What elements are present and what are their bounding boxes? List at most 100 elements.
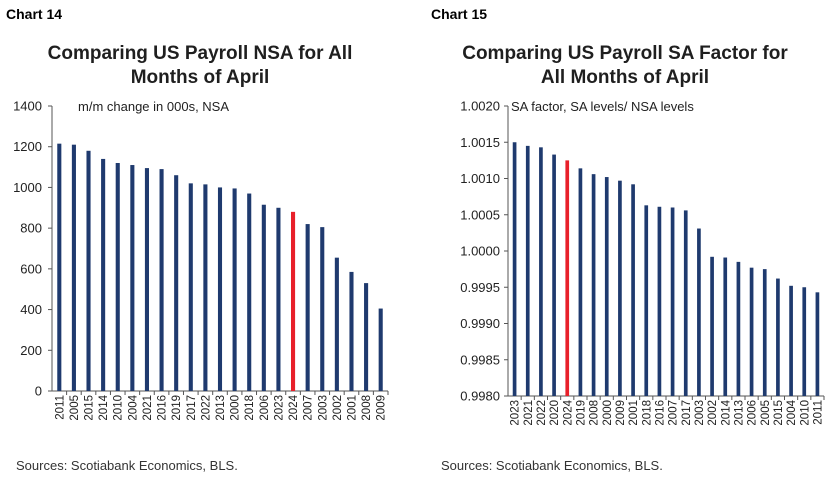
bar-2022 <box>539 147 543 396</box>
bar-2019 <box>174 175 179 391</box>
x-tick-label: 2023 <box>273 395 285 421</box>
x-tick-label: 2015 <box>773 400 785 426</box>
x-tick-label: 2016 <box>654 400 666 426</box>
x-tick-label: 2022 <box>536 400 548 426</box>
y-tick-label: 0 <box>35 384 42 399</box>
x-tick-label: 2007 <box>303 395 315 421</box>
bar-2002 <box>334 257 339 391</box>
x-tick-label: 2021 <box>142 395 154 421</box>
x-tick-label: 2018 <box>641 400 653 426</box>
bar-2017 <box>188 183 193 391</box>
x-tick-label: 2007 <box>668 400 680 426</box>
x-tick-label: 2005 <box>760 400 772 426</box>
x-tick-label: 2019 <box>171 395 183 421</box>
bar-2020 <box>552 154 556 396</box>
y-tick-label: 1.0010 <box>460 171 500 186</box>
bar-2006 <box>261 204 266 391</box>
x-tick-label: 2010 <box>113 395 125 421</box>
chart-title: Comparing US Payroll SA Factor for All M… <box>425 42 825 90</box>
chart-title-line-1: Comparing US Payroll SA Factor for <box>462 43 788 64</box>
x-tick-label: 2002 <box>332 395 344 421</box>
source-note: Sources: Scotiabank Economics, BLS. <box>441 458 663 473</box>
x-tick-label: 2019 <box>575 400 587 426</box>
y-tick-label: 1.0005 <box>460 207 500 222</box>
x-tick-label: 2002 <box>707 400 719 426</box>
x-tick-label: 2020 <box>549 400 561 426</box>
x-tick-label: 2003 <box>694 400 706 426</box>
x-tick-label: 2022 <box>200 395 212 421</box>
x-tick-label: 2009 <box>615 400 627 426</box>
x-tick-label: 2006 <box>259 395 271 421</box>
bar-2003 <box>320 227 325 391</box>
x-tick-label: 2008 <box>589 400 601 426</box>
bar-2010 <box>115 163 120 391</box>
y-tick-label: 1400 <box>13 99 42 114</box>
y-tick-label: 0.9995 <box>460 280 500 295</box>
y-tick-label: 0.9985 <box>460 352 500 367</box>
bar-2021 <box>144 168 150 391</box>
y-axis-note: SA factor, SA levels/ NSA levels <box>511 99 694 114</box>
bar-2019 <box>578 168 583 396</box>
bar-2001 <box>349 271 354 391</box>
x-tick-label: 2015 <box>84 395 96 421</box>
x-tick-label: 2003 <box>317 395 329 421</box>
bar-2006 <box>749 267 754 396</box>
bar-2008 <box>364 283 369 391</box>
bar-chart-payroll-nsa: 0 200 400 600 800 1000 1200 1400 m/m change in 0… <box>13 99 389 421</box>
bar-2004 <box>789 285 793 396</box>
bar-2007 <box>670 207 675 396</box>
y-tick-label: 1.0020 <box>460 99 500 114</box>
bar-2024 <box>290 211 296 391</box>
bar-2010 <box>802 287 807 396</box>
y-tick-label: 1.0015 <box>460 135 500 150</box>
bar-2014 <box>101 158 106 391</box>
y-tick-label: 1200 <box>13 139 42 154</box>
bar-2015 <box>86 150 91 391</box>
x-tick-label: 2011 <box>812 400 824 425</box>
y-tick-label: 0.9990 <box>460 316 500 331</box>
x-tick-label: 2023 <box>510 400 522 426</box>
bar-2016 <box>159 169 164 391</box>
y-tick-label: 1000 <box>13 180 42 195</box>
y-tick-label: 0.9980 <box>460 389 500 404</box>
x-tick-label: 2000 <box>230 395 242 421</box>
x-tick-label: 2018 <box>244 395 256 421</box>
bar-2013 <box>736 261 741 396</box>
x-tick-label: 2017 <box>681 400 693 426</box>
x-tick-label: 2024 <box>562 399 574 425</box>
bar-2001 <box>631 184 635 396</box>
chart-15-panel: Chart 15 Comparing US Payroll SA Factor … <box>425 0 828 482</box>
source-note: Sources: Scotiabank Economics, BLS. <box>16 458 238 473</box>
x-tick-label: 2000 <box>602 400 614 426</box>
x-tick-label: 2011 <box>54 395 66 420</box>
bar-2000 <box>604 177 609 396</box>
x-tick-label: 2021 <box>523 400 535 426</box>
y-tick-label: 400 <box>20 302 42 317</box>
chart-title-line-1: Comparing US Payroll NSA for All <box>47 43 353 64</box>
bar-2003 <box>697 228 701 396</box>
x-tick-label: 2013 <box>733 400 745 426</box>
bar-2004 <box>130 165 135 391</box>
bar-2017 <box>683 210 688 396</box>
chart-title: Comparing US Payroll NSA for All Months … <box>0 42 400 90</box>
bar-2018 <box>247 193 252 391</box>
bar-2021 <box>525 145 530 396</box>
bar-2002 <box>710 256 714 396</box>
y-tick-label: 800 <box>20 221 42 236</box>
y-tick-label: 200 <box>20 343 42 358</box>
bar-2013 <box>217 187 223 391</box>
y-axis-note: m/m change in 000s, NSA <box>78 99 229 114</box>
x-tick-label: 2009 <box>376 395 388 421</box>
chart-number-label: Chart 15 <box>431 6 488 22</box>
bar-2015 <box>776 278 780 396</box>
bar-2022 <box>203 184 208 391</box>
x-tick-label: 2005 <box>69 395 81 421</box>
x-tick-label: 2001 <box>628 400 640 426</box>
y-tick-label: 1.0000 <box>460 244 500 259</box>
bar-2000 <box>232 188 237 391</box>
bar-chart-sa-factor: 0.9980 0.9985 0.9990 0.9995 1.0000 1.0005 1.00… <box>460 99 825 426</box>
x-tick-label: 2006 <box>747 400 759 426</box>
bar-2005 <box>762 269 767 396</box>
chart-title-line-2: Months of April <box>130 67 270 88</box>
bar-2023 <box>512 142 517 396</box>
